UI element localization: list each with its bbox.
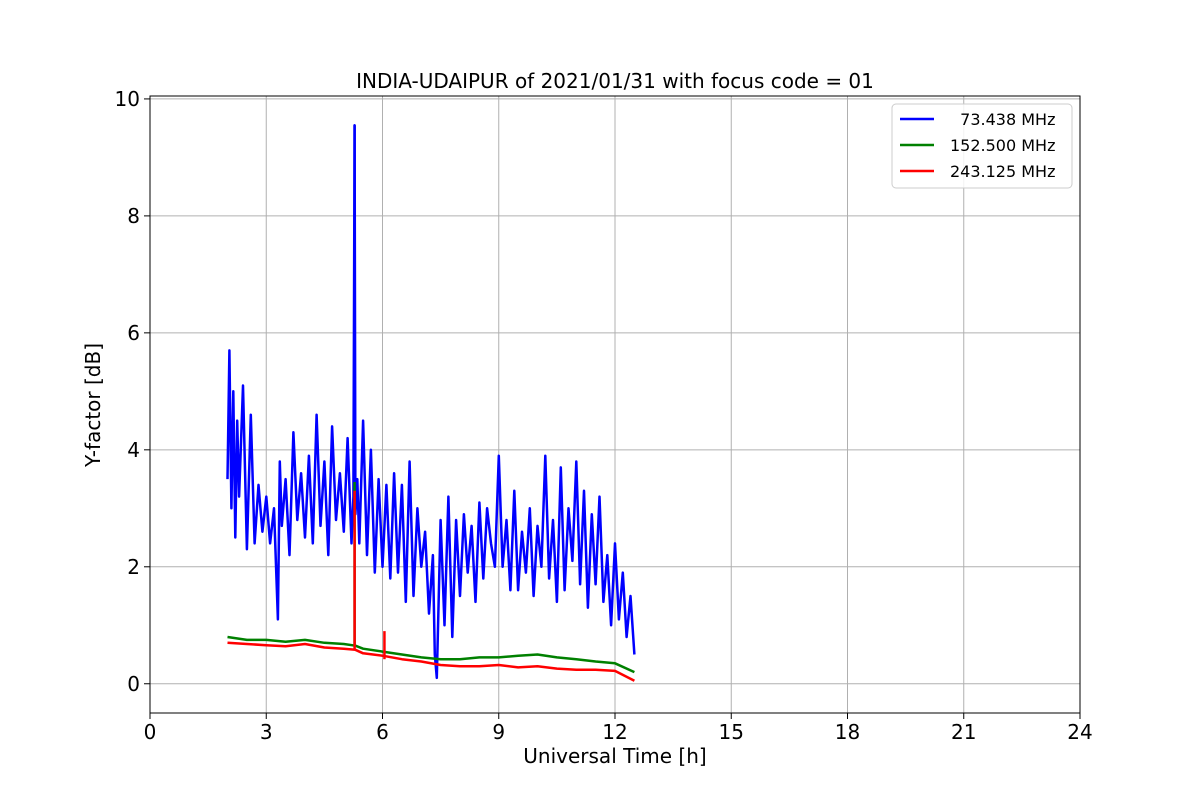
legend-label-1: 152.500 MHz [950,136,1055,155]
x-axis-label: Universal Time [h] [523,744,706,768]
series-line-0 [226,123,636,680]
x-tick-label: 24 [1067,720,1092,744]
chart-title: INDIA-UDAIPUR of 2021/01/31 with focus c… [356,69,874,93]
y-axis-ticks: 0 2 4 6 8 10 [115,87,150,696]
x-tick-label: 15 [719,720,744,744]
y-tick-label: 6 [127,321,140,345]
x-tick-label: 21 [951,720,976,744]
x-tick-label: 0 [144,720,157,744]
y-tick-label: 4 [127,438,140,462]
series-line-1 [227,635,635,674]
x-tick-label: 9 [492,720,505,744]
y-tick-label: 10 [115,87,140,111]
legend-label-2: 243.125 MHz [950,162,1055,181]
y-axis-label: Y-factor [dB] [81,343,105,468]
x-tick-label: 6 [376,720,389,744]
x-axis-ticks: 0 3 6 9 12 15 18 21 24 [144,713,1093,744]
series-lines [226,123,636,682]
x-tick-label: 12 [602,720,627,744]
x-tick-label: 18 [835,720,860,744]
y-tick-label: 0 [127,672,140,696]
series-line-2 [227,641,635,682]
y-tick-label: 8 [127,204,140,228]
legend-box [891,103,1073,189]
y-tick-label: 2 [127,555,140,579]
legend: 73.438 MHz 152.500 MHz 243.125 MHz [891,103,1073,189]
x-tick-label: 3 [260,720,273,744]
legend-label-0: 73.438 MHz [950,110,1055,129]
